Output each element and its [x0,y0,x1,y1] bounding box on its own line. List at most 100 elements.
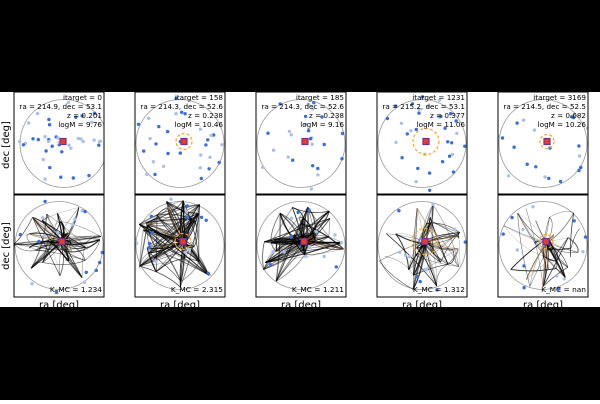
galaxy-point [200,177,203,180]
galaxy-point [408,255,411,258]
kappa-label: K_MC = nan [541,285,586,294]
target-marker [544,139,550,145]
target-marker [181,139,187,145]
galaxy-point [522,286,525,289]
galaxy-point [261,166,264,169]
x-axis-label: ra [deg] [281,300,321,311]
galaxy-point [67,143,70,146]
galaxy-point [333,233,336,236]
galaxy-point [522,264,525,267]
galaxy-point [220,143,223,146]
galaxy-point [547,177,550,180]
galaxy-point [19,233,22,236]
galaxy-point [157,125,160,128]
galaxy-point [555,274,558,277]
galaxy-point [308,245,311,248]
galaxy-point [316,173,319,176]
galaxy-point [154,260,157,263]
galaxy-point [283,250,286,253]
galaxy-point [99,140,102,143]
galaxy-point [56,136,59,139]
info-line-2: ra = 214.9, dec = 53.1 [19,102,102,111]
galaxy-point [464,240,467,243]
galaxy-point [43,234,46,237]
galaxy-point [543,175,546,178]
galaxy-point [335,265,338,268]
galaxy-point [43,135,46,138]
galaxy-point [304,255,307,258]
galaxy-point [209,134,212,137]
galaxy-point [287,155,290,158]
galaxy-point [81,209,84,212]
galaxy-point [59,176,62,179]
galaxy-point [42,158,45,161]
galaxy-point [386,117,389,120]
galaxy-point [101,251,104,254]
kappa-label: K_MC = 1.211 [292,285,344,294]
galaxy-point [174,112,177,115]
galaxy-point [414,180,417,183]
galaxy-point [510,216,513,219]
galaxy-point [145,173,148,176]
galaxy-point [43,200,46,203]
bottom-row-ylabel: dec [deg] [1,222,12,270]
galaxy-point [48,166,51,169]
galaxy-point [266,132,269,135]
galaxy-point [310,187,313,190]
galaxy-point [272,149,275,152]
galaxy-point [150,215,153,218]
info-line-1: itarget = 158 [175,93,224,102]
galaxy-point [307,208,310,211]
galaxy-point [137,123,140,126]
galaxy-point [398,251,401,254]
galaxy-point [573,219,576,222]
galaxy-point [73,217,76,220]
galaxy-point [188,248,191,251]
galaxy-point [291,159,294,162]
info-line-4: logM = 11.06 [417,120,466,129]
galaxy-point [77,137,80,140]
galaxy-point [417,111,420,114]
galaxy-point [521,228,524,231]
info-line-1: itarget = 0 [63,93,102,102]
galaxy-point [579,166,582,169]
galaxy-point [97,144,100,147]
galaxy-point [311,143,314,146]
galaxy-point [515,121,518,124]
galaxy-point [446,140,449,143]
galaxy-point [152,160,155,163]
galaxy-point [148,137,151,140]
galaxy-point [531,205,534,208]
galaxy-point [428,171,431,174]
galaxy-point [95,269,98,272]
galaxy-point [455,132,458,135]
info-line-4: logM = 10.46 [175,120,224,129]
galaxy-point [147,117,150,120]
kappa-label: K_MC = 1.312 [413,285,465,294]
galaxy-point [448,155,451,158]
galaxy-point [584,235,587,238]
info-line-3: z = 0.377 [430,111,465,120]
info-line-3: z = 0.238 [309,111,344,120]
galaxy-point [71,223,74,226]
galaxy-point [60,150,63,153]
x-axis-label: ra [deg] [160,300,200,311]
galaxy-point [186,216,189,219]
galaxy-point [309,137,312,140]
galaxy-point [47,118,50,121]
info-line-3: z = 0.682 [551,111,586,120]
target-marker [543,239,549,245]
x-axis-label: ra [deg] [39,300,79,311]
galaxy-point [208,156,211,159]
galaxy-point [290,133,293,136]
galaxy-point [409,129,412,132]
galaxy-point [428,189,431,192]
galaxy-point [307,129,310,132]
galaxy-point [512,146,515,149]
galaxy-point [507,174,510,177]
galaxy-point [431,203,434,206]
info-line-1: itarget = 185 [296,93,344,102]
kappa-label: K_MC = 2.315 [171,285,223,294]
galaxy-point [205,219,208,222]
